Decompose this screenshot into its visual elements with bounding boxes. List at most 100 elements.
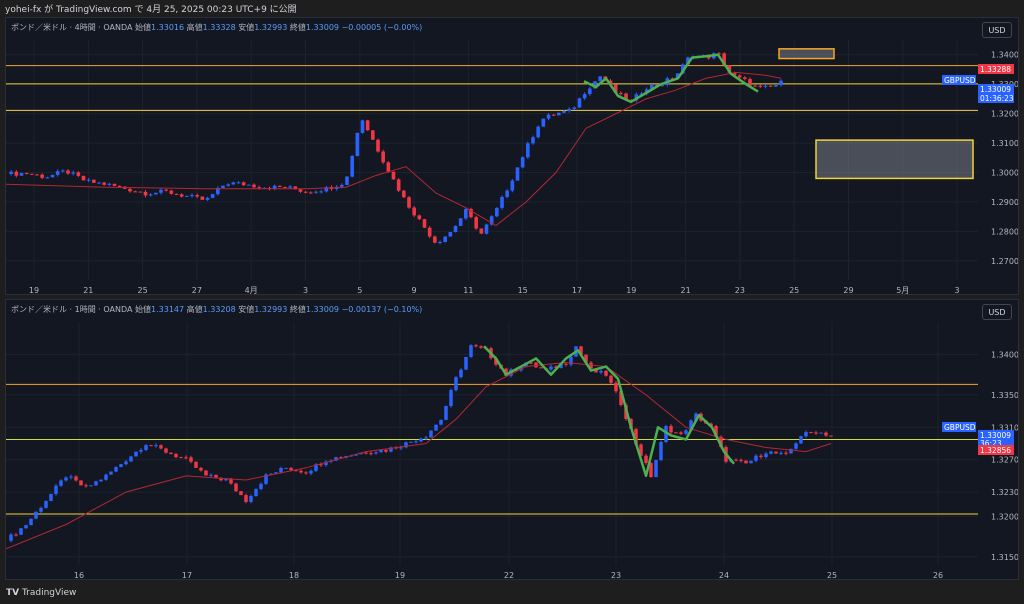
candle-body [608, 80, 613, 85]
y-tick-label: 1.30000 [991, 169, 1018, 178]
candle-body [29, 518, 33, 526]
currency-unit-button[interactable]: USD [982, 22, 1012, 38]
x-tick-label: 19 [29, 286, 39, 294]
candle-body [19, 173, 24, 176]
candle-body [69, 476, 73, 478]
candle-body [89, 485, 93, 487]
y-tick-label: 1.32000 [991, 512, 1018, 521]
x-tick-label: 3 [955, 286, 960, 294]
candle-body [744, 460, 748, 464]
candle-body [117, 185, 122, 187]
candle-body [236, 182, 241, 184]
tradingview-logo[interactable]: 𝗧𝗩 TradingView [6, 588, 76, 598]
x-tick-label: 21 [681, 286, 691, 294]
zone-box[interactable] [815, 139, 974, 180]
y-tick-label: 1.32300 [991, 488, 1018, 497]
candle-body [190, 195, 194, 197]
candle-body [149, 445, 153, 447]
candle-body [768, 85, 773, 87]
candle-body [582, 94, 587, 99]
candle-body [9, 534, 13, 541]
candle-body [654, 460, 658, 478]
candle-body [664, 425, 668, 442]
candle-body [429, 430, 433, 438]
currency-unit-button[interactable]: USD [982, 304, 1012, 320]
candle-body [364, 452, 368, 454]
candle-body [675, 73, 680, 79]
candle-body [174, 454, 178, 458]
x-tick-label: 5月 [896, 286, 909, 294]
candle-body [34, 511, 38, 519]
x-tick-label: 4月 [245, 286, 258, 294]
candle-body [239, 491, 243, 496]
logo-mark-icon: 𝗧𝗩 [6, 588, 22, 598]
x-tick-label: 9 [412, 286, 417, 294]
chart-pane-4h[interactable]: ポンド／米ドル · 4時間 · OANDA 始値1.33016 高値1.3332… [5, 17, 1019, 295]
candle-body [249, 495, 253, 502]
wave-drawing-line[interactable] [583, 53, 759, 104]
candle-body [66, 170, 70, 174]
candle-body [619, 93, 623, 95]
candle-body [102, 182, 106, 185]
candle-body [324, 187, 329, 192]
x-tick-label: 17 [572, 286, 582, 294]
candle-body [434, 424, 438, 431]
candle-body [14, 171, 19, 176]
candle-body [562, 111, 566, 113]
candle-body [438, 241, 442, 243]
x-tick-label: 27 [192, 286, 202, 294]
candle-body [272, 185, 277, 190]
candle-body [484, 224, 489, 234]
price-tag-label: GBPUSD [944, 423, 976, 432]
close-value: 1.33009 [305, 23, 340, 32]
candle-body [474, 217, 478, 229]
candle-body [794, 443, 798, 449]
change-value: −0.00005 (−0.00%) [341, 23, 423, 32]
y-tick-label: 1.33500 [991, 391, 1018, 400]
chart-pane-1h[interactable]: ポンド／米ドル · 1時間 · OANDA 始値1.33147 高値1.3320… [5, 299, 1019, 580]
candle-body [159, 189, 163, 193]
candle-body [584, 354, 588, 363]
symbol-title: ポンド／米ドル · 1時間 · OANDA 始値1.33147 高値1.3320… [11, 304, 422, 315]
candle-body [257, 187, 261, 189]
candle-body [94, 481, 98, 486]
y-tick-label: 1.31500 [991, 553, 1018, 562]
low-value: 1.32993 [254, 23, 288, 32]
candle-body [649, 462, 653, 478]
candle-body [454, 377, 458, 391]
x-tick-label: 26 [933, 571, 943, 579]
candle-body [743, 77, 747, 80]
candle-body [194, 461, 198, 468]
chart-canvas-1h[interactable]: 1.34000 1.33500 1.33100 1.32700 1.32300 1.320… [6, 300, 1018, 579]
candle-body [453, 225, 458, 233]
candle-body [319, 191, 323, 193]
price-tag [978, 93, 1014, 103]
candle-body [154, 445, 158, 447]
candle-body [694, 413, 698, 421]
candle-body [588, 88, 592, 95]
change-value: −0.00137 (−0.10%) [341, 305, 423, 314]
candle-body [650, 84, 654, 90]
candle-body [324, 461, 328, 466]
candle-body [634, 428, 638, 445]
candle-body [179, 194, 184, 197]
candle-body [763, 85, 768, 87]
candle-body [279, 468, 283, 473]
candle-body [557, 112, 561, 116]
candle-body [24, 173, 29, 175]
price-tag-label: 01:36:23 [980, 94, 1014, 103]
zone-box[interactable] [778, 48, 835, 60]
price-tag [978, 438, 1014, 448]
candle-body [489, 216, 494, 225]
price-tag-label: 1.32856 [980, 446, 1011, 455]
candle-body [520, 157, 525, 168]
candle-body [61, 170, 65, 172]
candle-body [19, 528, 23, 535]
candle-body [500, 196, 504, 208]
chart-canvas-4h[interactable]: 1.340001.330001.320001.310001.300001.290… [6, 18, 1018, 294]
candle-body [433, 236, 437, 243]
candle-body [252, 184, 256, 188]
candle-body [464, 356, 468, 370]
candle-body [799, 436, 803, 444]
wave-drawing-line[interactable] [483, 345, 735, 478]
